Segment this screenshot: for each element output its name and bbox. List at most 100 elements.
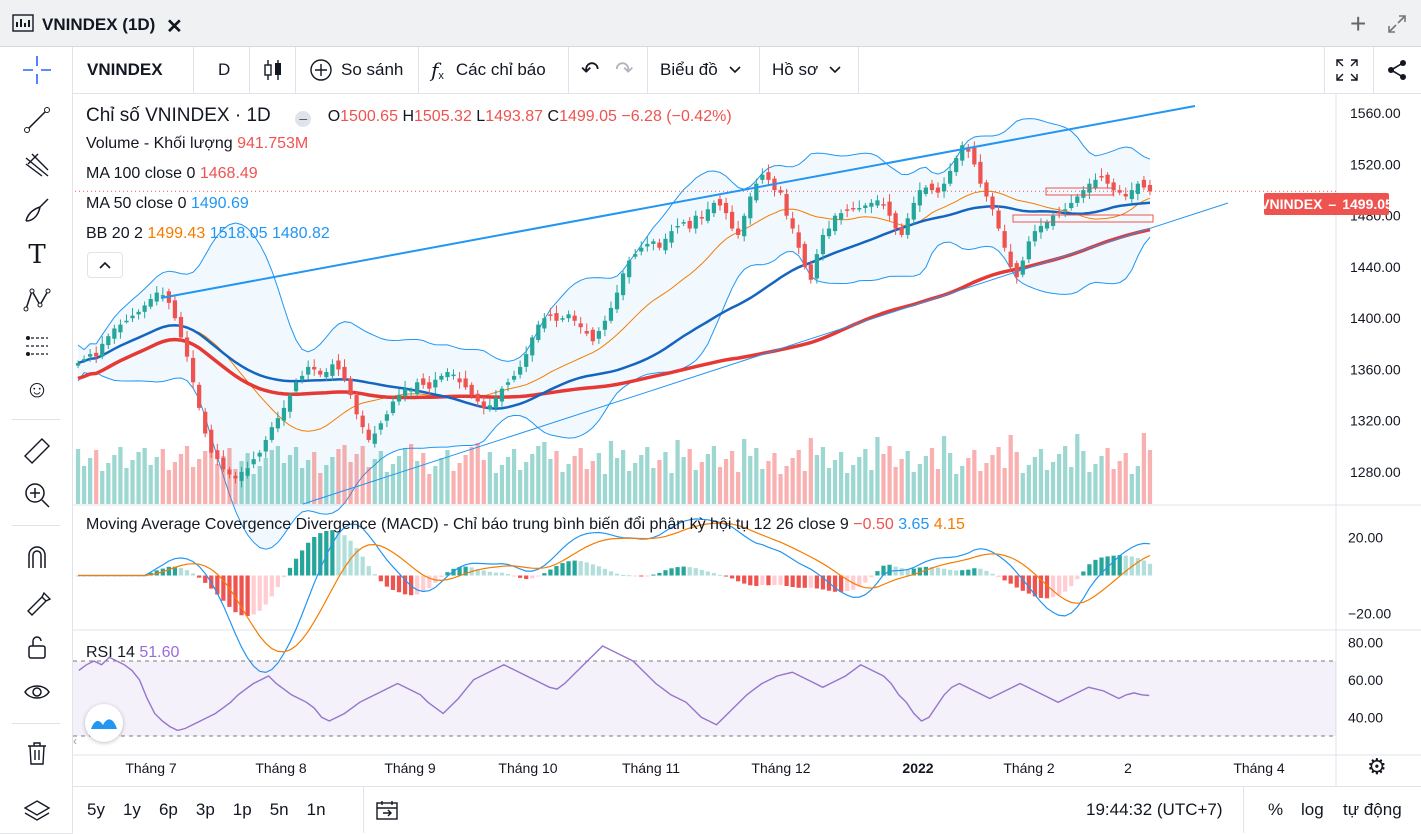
range-button-5y[interactable]: 5y <box>87 800 105 819</box>
forecast-icon[interactable] <box>18 327 56 363</box>
macd-histogram-bar <box>687 567 692 576</box>
redo-icon[interactable]: ↷ <box>615 57 634 82</box>
volume-bar <box>1020 473 1025 504</box>
volume-bar <box>923 456 929 504</box>
volume-bar <box>639 455 644 504</box>
clock-display[interactable]: 19:44:32 (UTC+7) <box>1086 800 1223 819</box>
fullscreen-icon[interactable] <box>1335 47 1359 93</box>
symbol-search[interactable]: VNINDEX <box>87 60 163 79</box>
macd-histogram-bar <box>390 575 396 590</box>
range-button-1n[interactable]: 1n <box>306 800 326 819</box>
log-toggle[interactable]: log <box>1301 800 1324 819</box>
layers-icon[interactable] <box>18 793 56 829</box>
candle <box>475 393 480 402</box>
macd-histogram-bar <box>911 568 916 576</box>
collapse-legend-button[interactable] <box>87 252 123 278</box>
candle <box>784 193 789 216</box>
volume-bar <box>651 468 656 504</box>
candle <box>81 359 87 361</box>
macd-line <box>78 518 1151 674</box>
candle <box>1032 231 1038 242</box>
volume-bar <box>911 472 916 504</box>
share-icon[interactable] <box>1385 47 1409 93</box>
range-button-1y[interactable]: 1y <box>122 800 141 819</box>
brush-icon[interactable] <box>18 192 56 228</box>
chart-area[interactable]: 1280.00 1320.00 1360.00 1400.00 1440.00 1480.… <box>73 94 1421 786</box>
macd-histogram-bar <box>663 570 668 576</box>
macd-histogram-bar <box>1026 575 1031 594</box>
candle <box>705 209 710 221</box>
volume-bar <box>287 455 293 504</box>
volume-bar <box>172 462 178 504</box>
volume-bar <box>251 474 256 504</box>
candle <box>354 395 359 415</box>
minus-icon[interactable]: – <box>295 111 312 127</box>
expand-icon[interactable] <box>1387 14 1407 34</box>
candle <box>100 343 105 357</box>
range-button-6p[interactable]: 6p <box>158 800 178 819</box>
calendar-icon[interactable] <box>375 787 399 833</box>
profile-menu[interactable]: Hồ sơ <box>772 47 842 93</box>
volume-bar <box>887 446 892 504</box>
volume-bar <box>1093 464 1098 504</box>
candle <box>75 363 81 366</box>
add-icon[interactable]: + <box>1350 8 1367 39</box>
candle <box>542 318 547 329</box>
volume-bar <box>584 469 589 504</box>
range-button-3p[interactable]: 3p <box>195 800 215 819</box>
volume-bar <box>802 471 807 504</box>
macd-histogram-bar <box>318 533 323 576</box>
candle <box>457 378 462 383</box>
macd-histogram-bar <box>608 571 614 576</box>
undo-icon[interactable]: ↶ <box>581 57 600 82</box>
lock-drawing-icon[interactable] <box>18 584 56 620</box>
auto-toggle[interactable]: tự động <box>1343 800 1402 819</box>
unlock-icon[interactable] <box>18 629 56 665</box>
settings-gear-icon[interactable]: ⚙ <box>1367 754 1387 779</box>
chart-menu-label: Biểu đồ <box>660 60 718 79</box>
pattern-icon[interactable] <box>18 282 56 318</box>
volume-bar <box>941 436 947 504</box>
macd-histogram-bar <box>324 531 329 576</box>
candle-type-icon[interactable] <box>263 47 283 93</box>
range-button-1p[interactable]: 1p <box>232 800 252 819</box>
candle <box>1020 260 1025 275</box>
percent-toggle[interactable]: % <box>1268 800 1284 819</box>
candle <box>269 427 274 440</box>
pitchfork-icon[interactable] <box>18 147 56 183</box>
collapse-toolbar-icon[interactable]: ‹ <box>73 734 77 748</box>
volume-bar <box>81 466 87 504</box>
trend-line-icon[interactable] <box>18 102 56 138</box>
emoji-icon[interactable]: ☺ <box>24 376 50 403</box>
volume-bar <box>1044 470 1050 504</box>
drawn-rectangle <box>1012 214 1154 223</box>
macd-histogram-bar <box>306 542 311 576</box>
chart-menu[interactable]: Biểu đồ <box>660 47 742 93</box>
trash-icon[interactable] <box>18 735 56 771</box>
interval-selector[interactable]: D <box>218 60 231 79</box>
volume-legend: Volume - Khối lượng 941.753M <box>86 135 309 152</box>
compare-button[interactable]: So sánh <box>309 47 403 93</box>
ruler-icon[interactable] <box>18 433 56 469</box>
macd-histogram-bar <box>717 574 723 576</box>
candle <box>923 187 929 194</box>
candle <box>524 354 529 367</box>
range-button-5n[interactable]: 5n <box>269 800 289 819</box>
macd-histogram-bar <box>1050 575 1056 598</box>
volume-bar <box>645 447 650 504</box>
macd-histogram-bar <box>978 568 983 576</box>
magnet-icon[interactable] <box>18 539 56 575</box>
logo-icon[interactable] <box>85 704 123 742</box>
zoom-in-icon[interactable] <box>18 477 56 513</box>
macd-legend: Moving Average Covergence Divergence (MA… <box>86 516 965 533</box>
macd-histogram-bar <box>481 570 486 576</box>
eye-icon[interactable] <box>18 674 56 710</box>
candle <box>1008 251 1013 267</box>
chart-canvas[interactable]: 1280.001320.001360.001400.001440.001480.… <box>73 94 1421 786</box>
text-tool-icon[interactable]: T <box>28 240 46 270</box>
crosshair-icon[interactable] <box>18 52 56 88</box>
price-tick-label: 1360.00 <box>1350 361 1401 377</box>
close-tab-icon[interactable]: ✕ <box>166 16 183 38</box>
macd-tick-label: 20.00 <box>1348 530 1383 546</box>
